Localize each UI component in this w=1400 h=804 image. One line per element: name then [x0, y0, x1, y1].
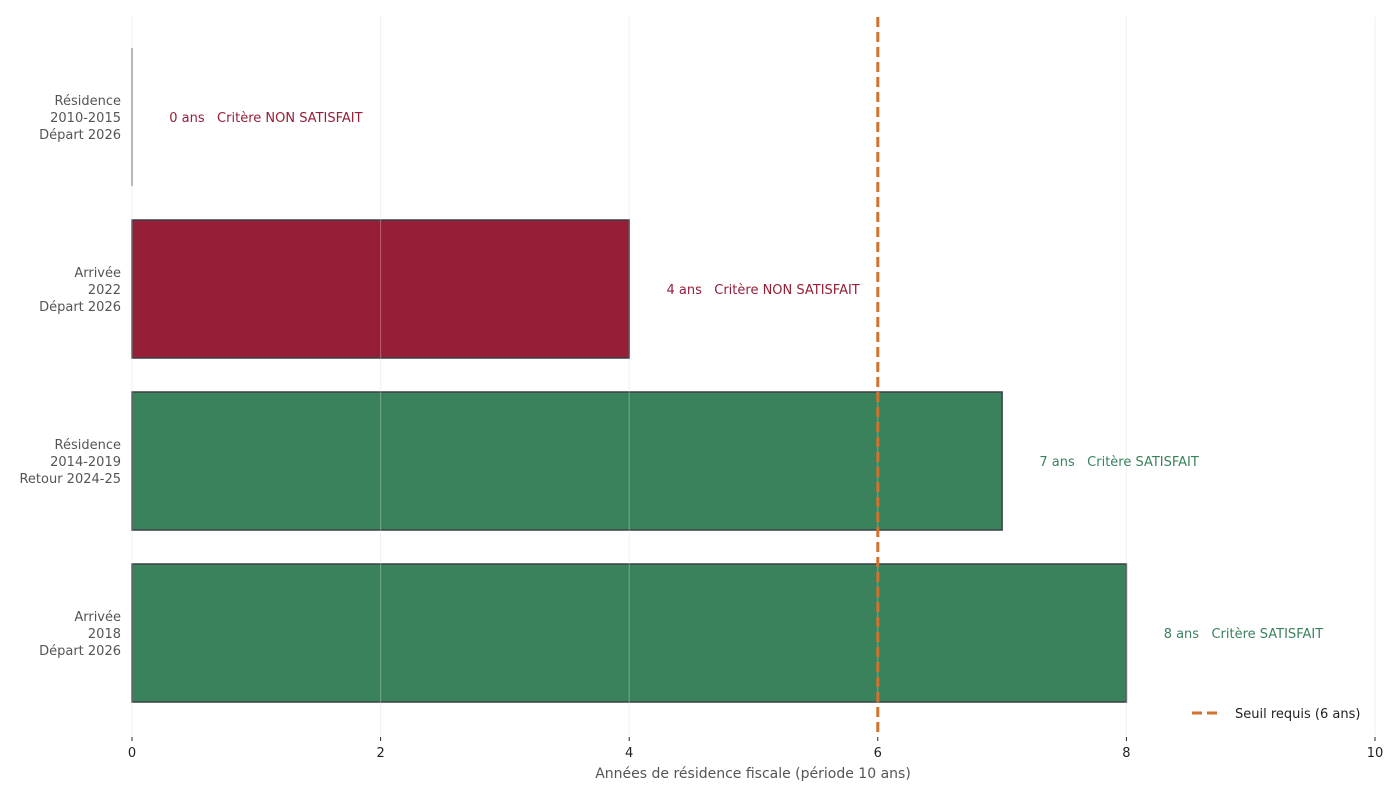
data-label: 8 ans Critère SATISFAIT — [1164, 627, 1324, 642]
x-axis-label: Années de résidence fiscale (période 10 … — [595, 766, 911, 782]
x-tick-label: 2 — [376, 746, 384, 761]
x-tick-label: 8 — [1122, 746, 1130, 761]
data-label: 7 ans Critère SATISFAIT — [1039, 455, 1199, 470]
data-label: 4 ans Critère NON SATISFAIT — [666, 283, 859, 298]
y-tick-label: Résidence 2014-2019 Retour 2024-25 — [19, 438, 121, 487]
data-label: 0 ans Critère NON SATISFAIT — [169, 111, 362, 126]
x-tick-label: 6 — [874, 746, 882, 761]
bars — [131, 48, 1128, 703]
bar — [131, 219, 630, 359]
bar — [131, 391, 1003, 531]
legend-threshold-label: Seuil requis (6 ans) — [1235, 707, 1360, 722]
y-tick-labels: Résidence 2010-2015 Départ 2026 Arrivée 2022… — [19, 94, 121, 659]
x-tick-label: 10 — [1367, 746, 1384, 761]
y-tick-label: Arrivée 2018 Départ 2026 — [39, 610, 121, 659]
legend: Seuil requis (6 ans) — [1192, 707, 1360, 722]
y-tick-label: Arrivée 2022 Départ 2026 — [39, 266, 121, 315]
grid-overlay — [131, 17, 1376, 735]
x-ticks: 0 2 4 6 8 10 — [128, 737, 1383, 761]
x-tick-label: 0 — [128, 746, 136, 761]
bar — [131, 563, 1128, 703]
data-labels: 0 ans Critère NON SATISFAIT 4 ans Critère… — [169, 111, 1323, 642]
y-tick-label: Résidence 2010-2015 Départ 2026 — [39, 94, 121, 143]
x-tick-label: 4 — [625, 746, 633, 761]
